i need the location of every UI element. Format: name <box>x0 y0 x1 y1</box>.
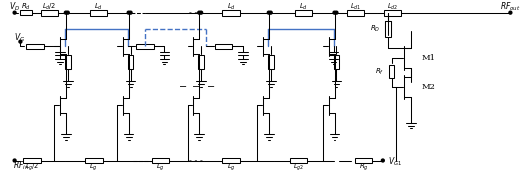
Text: $R_d$: $R_d$ <box>21 2 31 12</box>
Text: $RF_{out}$: $RF_{out}$ <box>500 1 521 13</box>
Bar <box>41 10 58 15</box>
Bar <box>389 65 395 78</box>
Text: $L_g$: $L_g$ <box>89 161 98 173</box>
Text: $L_{d1}$: $L_{d1}$ <box>350 2 361 12</box>
Circle shape <box>198 11 200 14</box>
Text: - - -: - - - <box>189 9 203 17</box>
Circle shape <box>267 11 270 14</box>
Text: M1: M1 <box>422 54 435 62</box>
Text: $L_d$: $L_d$ <box>94 2 103 12</box>
Text: $V_{G1}$: $V_{G1}$ <box>388 155 402 168</box>
Bar <box>136 44 154 49</box>
Bar <box>347 10 364 15</box>
Circle shape <box>269 11 272 14</box>
Bar <box>152 158 169 163</box>
Bar <box>23 158 41 163</box>
Text: $L_d$: $L_d$ <box>226 2 235 12</box>
Bar <box>385 21 390 37</box>
Circle shape <box>66 11 69 14</box>
Text: $L_d/2$: $L_d/2$ <box>42 2 57 12</box>
Circle shape <box>333 11 336 14</box>
Circle shape <box>129 11 132 14</box>
Circle shape <box>19 40 22 43</box>
Circle shape <box>199 11 203 14</box>
Bar <box>215 44 232 49</box>
Circle shape <box>127 11 130 14</box>
Circle shape <box>13 11 16 14</box>
Bar <box>295 10 312 15</box>
Bar <box>384 10 401 15</box>
Bar <box>198 55 204 69</box>
Bar <box>222 10 240 15</box>
Text: $L_g$: $L_g$ <box>156 161 165 173</box>
Circle shape <box>65 11 67 14</box>
Bar <box>127 55 133 69</box>
Bar <box>85 158 103 163</box>
Text: $-\ -\ -$: $-\ -\ -$ <box>178 81 215 90</box>
Bar <box>20 10 32 15</box>
Text: $V_D$: $V_D$ <box>9 1 20 13</box>
Circle shape <box>335 11 338 14</box>
Circle shape <box>381 159 384 162</box>
Bar <box>222 158 240 163</box>
Circle shape <box>509 11 512 14</box>
Text: $L_{g2}$: $L_{g2}$ <box>293 161 304 173</box>
Bar <box>355 158 372 163</box>
Circle shape <box>13 159 16 162</box>
Text: $R_D$: $R_D$ <box>370 24 380 34</box>
Bar <box>26 44 43 49</box>
Text: $RF_{in}$: $RF_{in}$ <box>13 159 29 172</box>
Bar <box>385 21 390 35</box>
Text: $L_{d2}$: $L_{d2}$ <box>387 2 398 12</box>
Bar <box>268 55 273 69</box>
Bar <box>90 10 107 15</box>
Text: M2: M2 <box>422 83 435 91</box>
Bar <box>65 55 71 69</box>
Bar <box>334 55 339 69</box>
Bar <box>290 158 307 163</box>
Text: $V_G$: $V_G$ <box>14 31 25 44</box>
Text: $L_g$: $L_g$ <box>227 161 235 173</box>
Text: - - -: - - - <box>189 156 203 164</box>
Text: $R_g$: $R_g$ <box>359 161 368 173</box>
Text: $L_g/2$: $L_g/2$ <box>25 161 39 173</box>
Text: $R_f$: $R_f$ <box>375 66 384 77</box>
Text: $L_d$: $L_d$ <box>299 2 308 12</box>
